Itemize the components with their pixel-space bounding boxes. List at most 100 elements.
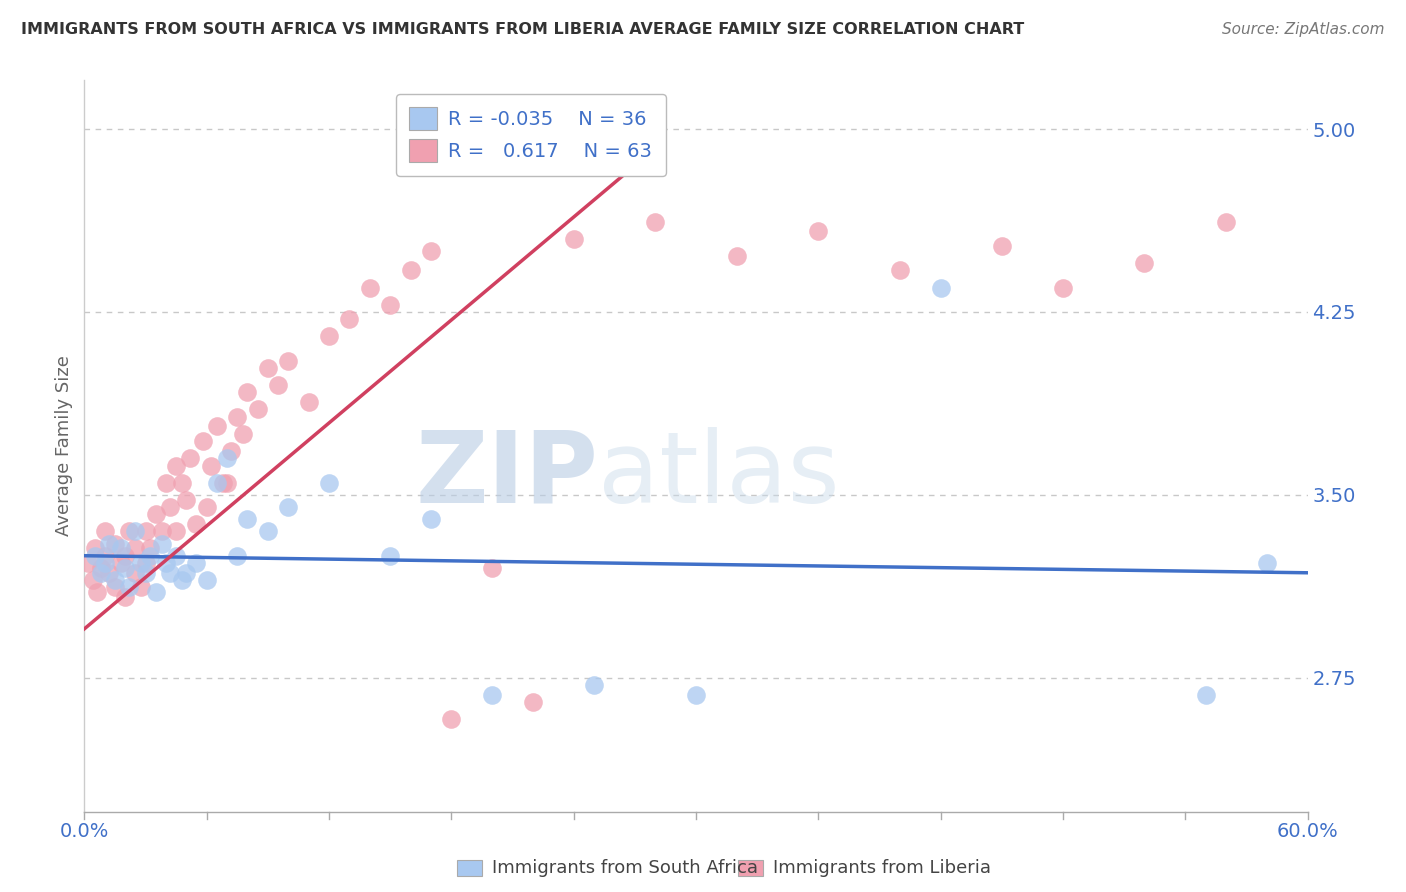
Point [138, 541, 160, 556]
Point [159, 500, 181, 514]
Point [420, 244, 443, 258]
Point [685, 688, 707, 702]
Point [277, 353, 299, 368]
Point [644, 215, 666, 229]
Point [155, 556, 177, 570]
Point [380, 297, 402, 311]
FancyBboxPatch shape [738, 860, 763, 876]
Text: Immigrants from South Africa: Immigrants from South Africa [492, 859, 758, 877]
Point [267, 378, 290, 392]
Point [195, 500, 218, 514]
Point [114, 561, 136, 575]
Point [195, 573, 218, 587]
Point [186, 556, 208, 570]
Point [97, 566, 120, 580]
Point [110, 541, 132, 556]
Point [200, 458, 222, 473]
Point [114, 590, 136, 604]
Point [124, 566, 146, 580]
Text: Source: ZipAtlas.com: Source: ZipAtlas.com [1222, 22, 1385, 37]
Text: IMMIGRANTS FROM SOUTH AFRICA VS IMMIGRANTS FROM LIBERIA AVERAGE FAMILY SIZE CORR: IMMIGRANTS FROM SOUTH AFRICA VS IMMIGRAN… [21, 22, 1025, 37]
Point [150, 536, 173, 550]
Point [83, 549, 105, 563]
Point [90, 561, 112, 575]
Point [991, 239, 1014, 253]
Point [1215, 215, 1237, 229]
Point [191, 434, 214, 449]
Point [135, 556, 157, 570]
Point [83, 541, 105, 556]
Point [104, 573, 127, 587]
Point [725, 249, 748, 263]
Point [135, 524, 157, 539]
Legend: R = -0.035    N = 36, R =   0.617    N = 63: R = -0.035 N = 36, R = 0.617 N = 63 [396, 94, 666, 176]
Point [481, 561, 503, 575]
Point [90, 566, 112, 580]
Point [298, 395, 321, 409]
Point [217, 475, 239, 490]
Point [205, 475, 228, 490]
Point [226, 409, 249, 424]
Point [97, 536, 120, 550]
Point [104, 581, 127, 595]
Point [339, 312, 361, 326]
Point [380, 549, 402, 563]
Point [114, 549, 136, 563]
Point [131, 556, 153, 570]
Point [583, 678, 606, 692]
Point [889, 263, 911, 277]
Y-axis label: Average Family Size: Average Family Size [55, 356, 73, 536]
Point [205, 419, 228, 434]
Point [159, 566, 181, 580]
Text: Immigrants from Liberia: Immigrants from Liberia [773, 859, 991, 877]
Text: atlas: atlas [598, 426, 839, 524]
FancyBboxPatch shape [457, 860, 482, 876]
Point [807, 224, 830, 238]
Point [226, 549, 249, 563]
Point [236, 385, 259, 400]
Text: ZIP: ZIP [415, 426, 598, 524]
Point [440, 712, 463, 726]
Point [93, 549, 115, 563]
Point [562, 232, 585, 246]
Point [246, 402, 269, 417]
Point [93, 524, 115, 539]
Point [186, 516, 208, 531]
Point [232, 426, 254, 441]
Point [174, 566, 197, 580]
Point [82, 573, 104, 587]
Point [155, 475, 177, 490]
Point [165, 549, 187, 563]
Point [93, 556, 115, 570]
Point [77, 556, 100, 570]
Point [145, 585, 167, 599]
Point [420, 512, 443, 526]
Point [236, 512, 259, 526]
Point [172, 573, 194, 587]
Point [131, 581, 153, 595]
Point [277, 500, 299, 514]
Point [481, 688, 503, 702]
Point [1195, 688, 1218, 702]
Point [1052, 280, 1074, 294]
Point [118, 581, 141, 595]
Point [1133, 256, 1156, 270]
Point [318, 475, 340, 490]
Point [179, 451, 201, 466]
Point [929, 280, 952, 294]
Point [104, 536, 127, 550]
Point [257, 524, 280, 539]
Point [138, 549, 160, 563]
Point [150, 524, 173, 539]
Point [110, 556, 132, 570]
Point [165, 524, 187, 539]
Point [522, 695, 544, 709]
Point [124, 541, 146, 556]
Point [86, 585, 108, 599]
Point [318, 329, 340, 343]
Point [1256, 556, 1278, 570]
Point [399, 263, 422, 277]
Point [174, 492, 197, 507]
Point [172, 475, 194, 490]
Point [219, 443, 242, 458]
